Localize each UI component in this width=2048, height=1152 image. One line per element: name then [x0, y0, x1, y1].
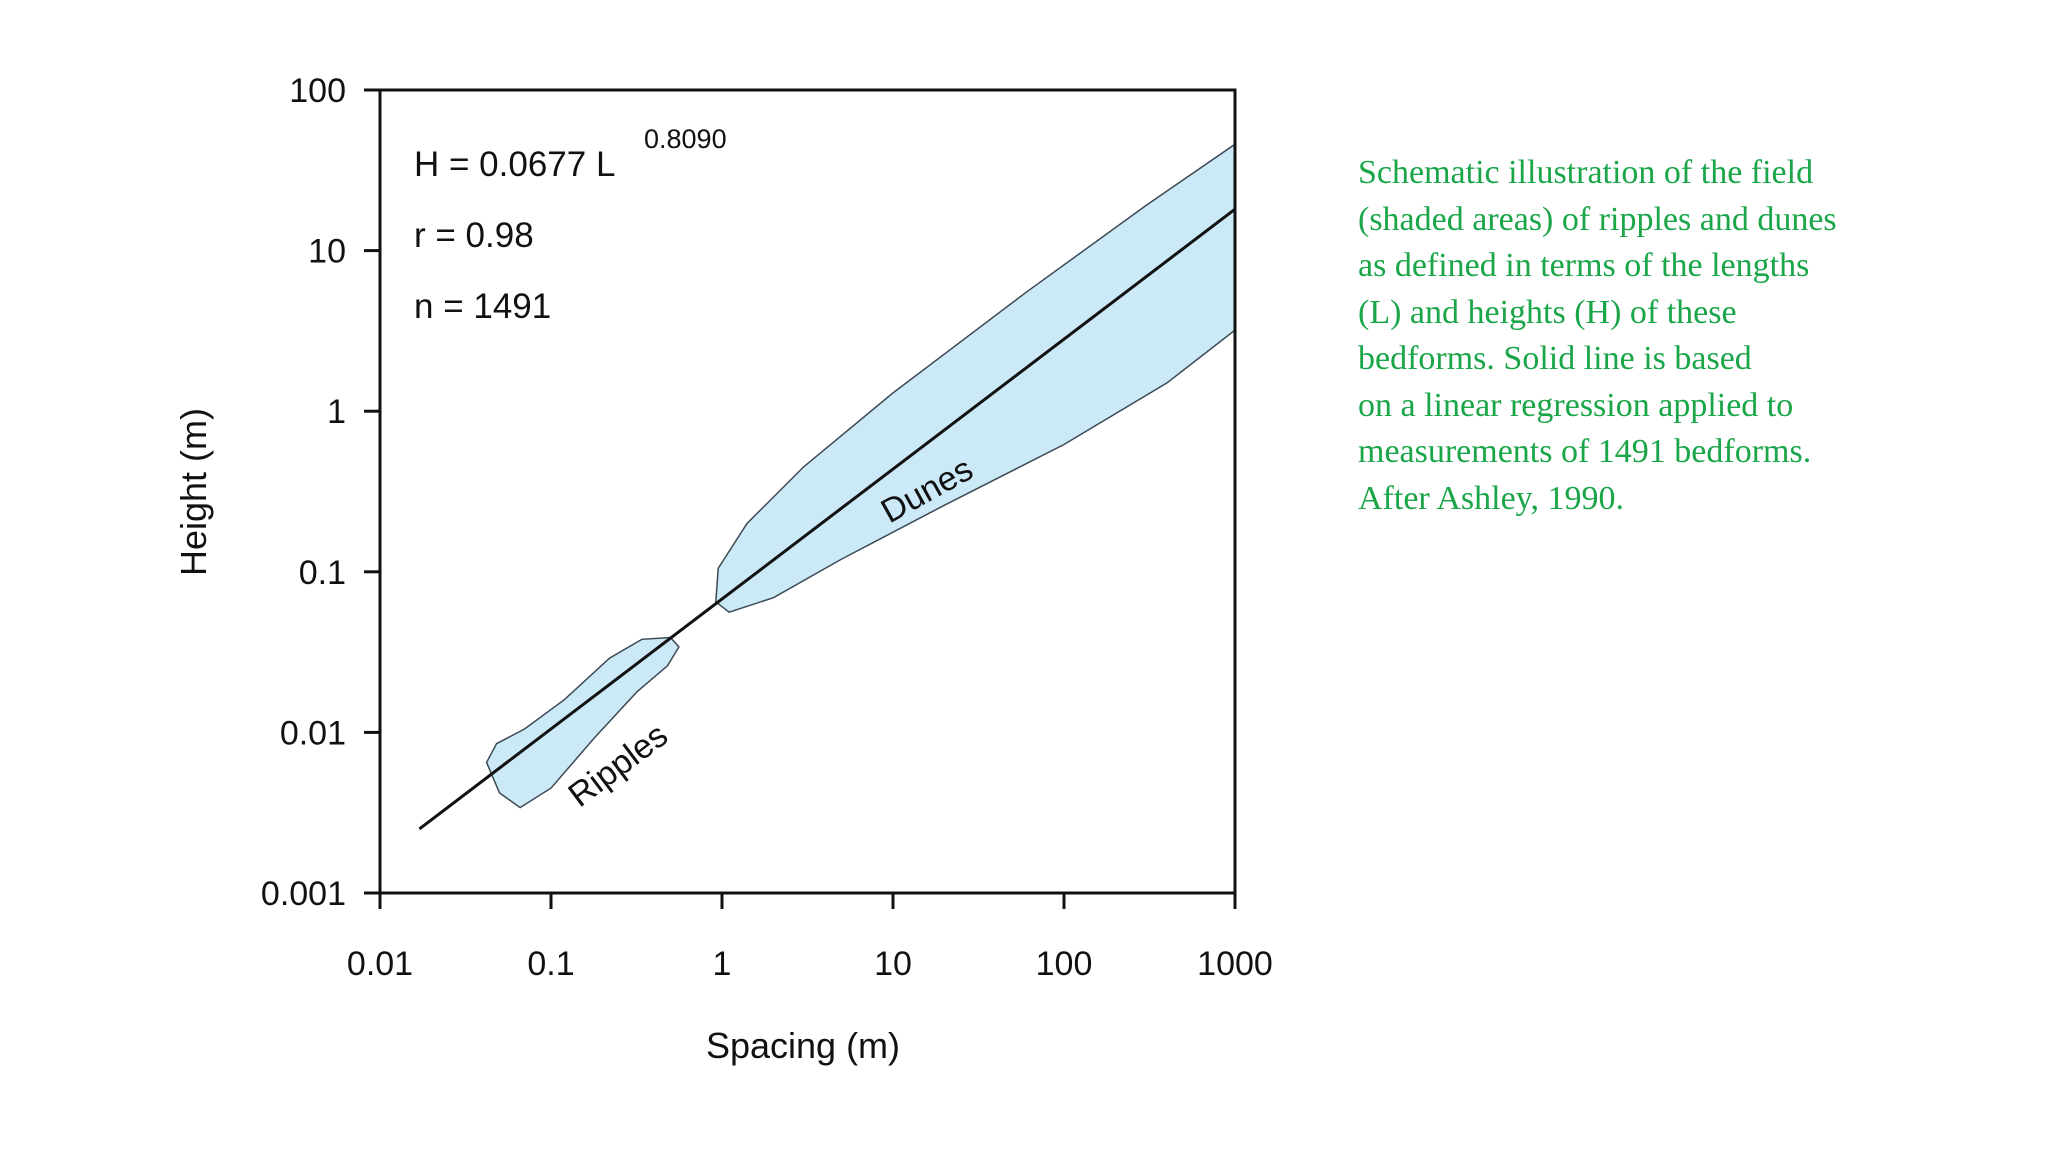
x-tick-label: 10 [874, 945, 912, 983]
x-tick-label: 1000 [1197, 945, 1273, 983]
y-tick-label: 0.001 [261, 875, 346, 913]
caption-line: as defined in terms of the lengths [1358, 247, 1810, 284]
y-tick-label: 0.01 [280, 714, 346, 752]
x-axis-ticks: 0.01 0.1 1 10 100 1000 [347, 893, 1273, 983]
caption-line: on a linear regression applied to [1358, 386, 1794, 424]
sample-count-label: n = 1491 [414, 287, 551, 326]
correlation-label: r = 0.98 [414, 216, 534, 255]
y-axis-ticks: 0.001 0.01 0.1 1 10 100 [261, 72, 380, 913]
caption-line: measurements of 1491 bedforms. [1358, 433, 1812, 470]
caption-line: (L) and heights (H) of these [1358, 293, 1737, 331]
caption-line: Schematic illustration of the field [1358, 154, 1814, 191]
dunes-region [715, 142, 1236, 614]
y-tick-label: 1 [327, 393, 346, 431]
x-axis-title: Spacing (m) [706, 1025, 900, 1066]
y-axis-title: Height (m) [173, 408, 214, 576]
plot-frame [378, 88, 1237, 895]
y-tick-label: 100 [289, 72, 346, 110]
ripples-region [485, 636, 680, 809]
y-tick-label: 10 [308, 233, 346, 271]
x-tick-label: 0.01 [347, 945, 413, 983]
caption-line: bedforms. Solid line is based [1358, 340, 1752, 377]
caption-line: (shaded areas) of ripples and dunes [1358, 200, 1837, 238]
equation-label: H = 0.0677 L [414, 145, 615, 184]
regression-line [418, 208, 1236, 831]
x-tick-label: 100 [1036, 945, 1093, 983]
x-tick-label: 1 [713, 945, 732, 983]
figure-caption: Schematic illustration of the field (shad… [1358, 150, 1958, 522]
caption-line: After Ashley, 1990. [1358, 479, 1624, 517]
y-tick-label: 0.1 [299, 554, 346, 592]
equation-exponent: 0.8090 [644, 124, 727, 154]
x-tick-label: 0.1 [527, 945, 574, 983]
